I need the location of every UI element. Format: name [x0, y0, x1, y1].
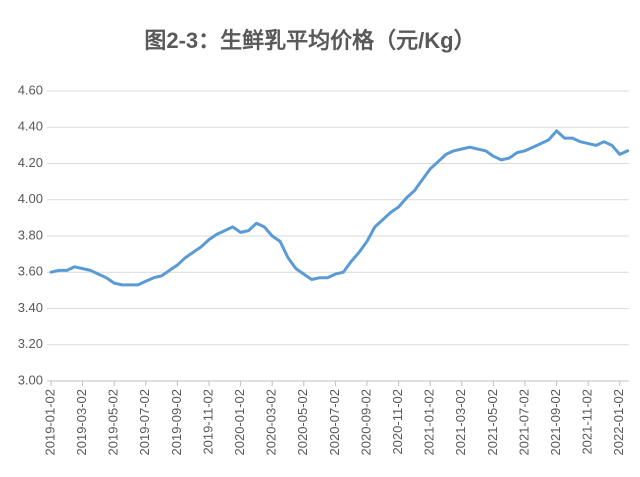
x-tick-label: 2019-05-02 — [106, 389, 121, 456]
y-tick-label: 3.80 — [18, 227, 43, 242]
y-tick-label: 3.60 — [18, 264, 43, 279]
x-tick-label: 2019-03-02 — [74, 389, 89, 456]
x-tick-label: 2019-01-02 — [42, 389, 57, 456]
x-tick-label: 2021-01-02 — [422, 389, 437, 456]
y-tick-label: 3.00 — [18, 372, 43, 387]
x-tick-label: 2021-07-02 — [516, 389, 531, 456]
x-tick-label: 2020-07-02 — [327, 389, 342, 456]
x-tick-label: 2020-11-02 — [390, 389, 405, 455]
x-tick-label: 2021-03-02 — [453, 389, 468, 456]
chart-title: 图2-3：生鲜乳平均价格（元/Kg） — [144, 28, 475, 53]
x-tick-label: 2022-01-02 — [611, 389, 626, 456]
x-tick-label: 2019-11-02 — [200, 389, 215, 455]
x-tick-label: 2019-09-02 — [169, 389, 184, 456]
x-tick-label: 2021-05-02 — [485, 389, 500, 456]
y-tick-label: 4.40 — [18, 119, 43, 134]
x-tick-label: 2020-09-02 — [358, 389, 373, 456]
price-line — [49, 129, 630, 287]
x-tick-label: 2020-03-02 — [264, 389, 279, 456]
x-tick-label: 2021-11-02 — [580, 389, 595, 455]
y-tick-label: 3.20 — [18, 336, 43, 351]
x-tick-label: 2019-07-02 — [137, 389, 152, 456]
x-tick-label: 2021-09-02 — [548, 389, 563, 456]
x-tick-label: 2020-05-02 — [295, 389, 310, 456]
y-tick-label: 4.20 — [18, 155, 43, 170]
y-tick-label: 4.00 — [18, 191, 43, 206]
x-tick-label: 2020-01-02 — [232, 389, 247, 456]
y-tick-label: 4.60 — [18, 82, 43, 97]
y-tick-label: 3.40 — [18, 300, 43, 315]
